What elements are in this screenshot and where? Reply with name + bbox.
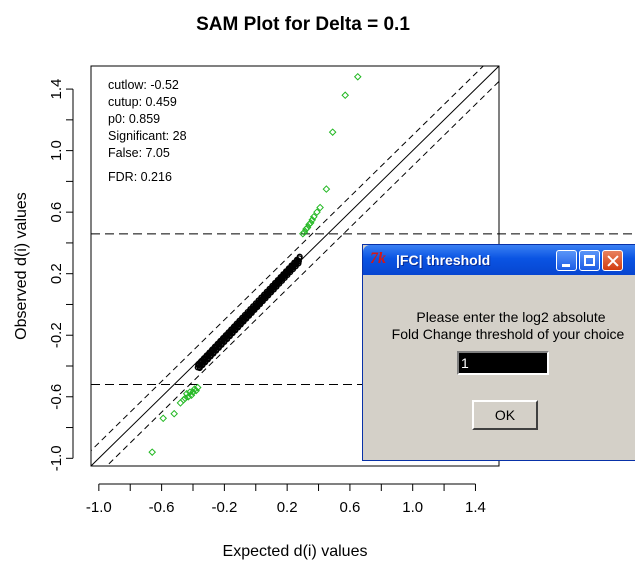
point-significant	[193, 383, 202, 392]
point-nonsignificant	[296, 253, 303, 260]
x-tick-label: -1.0	[86, 499, 112, 516]
fc-threshold-input[interactable]	[457, 351, 549, 375]
delta-upper-line	[91, 66, 485, 452]
dialog-body: Please enter the log2 absolute Fold Chan…	[366, 275, 635, 457]
y-tick-label: -0.2	[48, 322, 65, 348]
point-significant	[305, 220, 313, 229]
point-significant	[313, 208, 321, 216]
tk-feather-icon: 7k	[370, 250, 386, 267]
y-tick-label: 1.0	[48, 140, 65, 161]
point-significant	[184, 392, 193, 401]
close-icon[interactable]	[602, 250, 623, 271]
stat-fdr: FDR: 0.216	[108, 170, 172, 184]
ok-button[interactable]: OK	[472, 400, 538, 430]
x-tick-label: 0.2	[277, 499, 298, 516]
stat-cutup: cutup: 0.459	[108, 95, 177, 109]
dialog-message-line2: Fold Change threshold of your choice	[391, 326, 625, 342]
point-significant	[322, 185, 331, 193]
y-tick-label: 0.2	[48, 263, 65, 284]
y-axis-label: Observed d(i) values	[13, 192, 30, 340]
point-significant	[308, 216, 317, 224]
x-axis-label: Expected d(i) values	[223, 543, 368, 560]
point-significant	[190, 385, 199, 393]
y-tick-label: 1.4	[48, 79, 65, 100]
point-significant	[310, 212, 318, 221]
y-tick-label: 0.6	[48, 202, 65, 223]
x-tick-label: 1.0	[402, 499, 423, 516]
plot-area: cutlow: -0.52 cutup: 0.459 p0: 0.859 Sig…	[48, 65, 635, 516]
x-tick-label: 0.6	[339, 499, 360, 516]
x-tick-label: -0.6	[149, 499, 175, 516]
point-significant	[328, 128, 337, 136]
dialog-title: |FC| threshold	[396, 252, 491, 268]
stat-p0: p0: 0.859	[108, 112, 160, 126]
point-significant	[341, 91, 350, 100]
stat-cutlow: cutlow: -0.52	[108, 78, 179, 92]
stat-false: False: 7.05	[108, 146, 170, 160]
fc-threshold-dialog: 7k |FC| threshold Please enter the log2 …	[362, 244, 635, 461]
dialog-titlebar[interactable]: 7k |FC| threshold	[363, 245, 635, 275]
plot-title: SAM Plot for Delta = 0.1	[196, 14, 410, 35]
stat-significant: Significant: 28	[108, 129, 187, 143]
point-significant	[353, 72, 362, 81]
x-tick-label: -0.2	[211, 499, 237, 516]
minimize-icon[interactable]	[556, 250, 577, 271]
y-tick-label: -1.0	[48, 445, 65, 471]
point-significant	[316, 203, 324, 212]
dialog-message-line1: Please enter the log2 absolute	[416, 309, 606, 325]
point-significant	[302, 225, 310, 233]
data-points	[148, 72, 362, 456]
point-significant	[148, 448, 157, 456]
point-significant	[159, 414, 168, 423]
delta-lower-line	[105, 80, 499, 466]
y-tick-label: -0.6	[48, 384, 65, 410]
maximize-icon[interactable]	[579, 250, 600, 271]
point-significant	[299, 229, 307, 238]
point-significant	[176, 399, 185, 407]
y-axis: -1.0 -0.6 -0.2 0.2 0.6 1.0 1.4	[48, 79, 74, 471]
x-axis: -1.0 -0.6 -0.2 0.2 0.6 1.0 1.4	[86, 483, 486, 516]
x-tick-label: 1.4	[465, 499, 486, 516]
point-significant	[170, 409, 178, 418]
